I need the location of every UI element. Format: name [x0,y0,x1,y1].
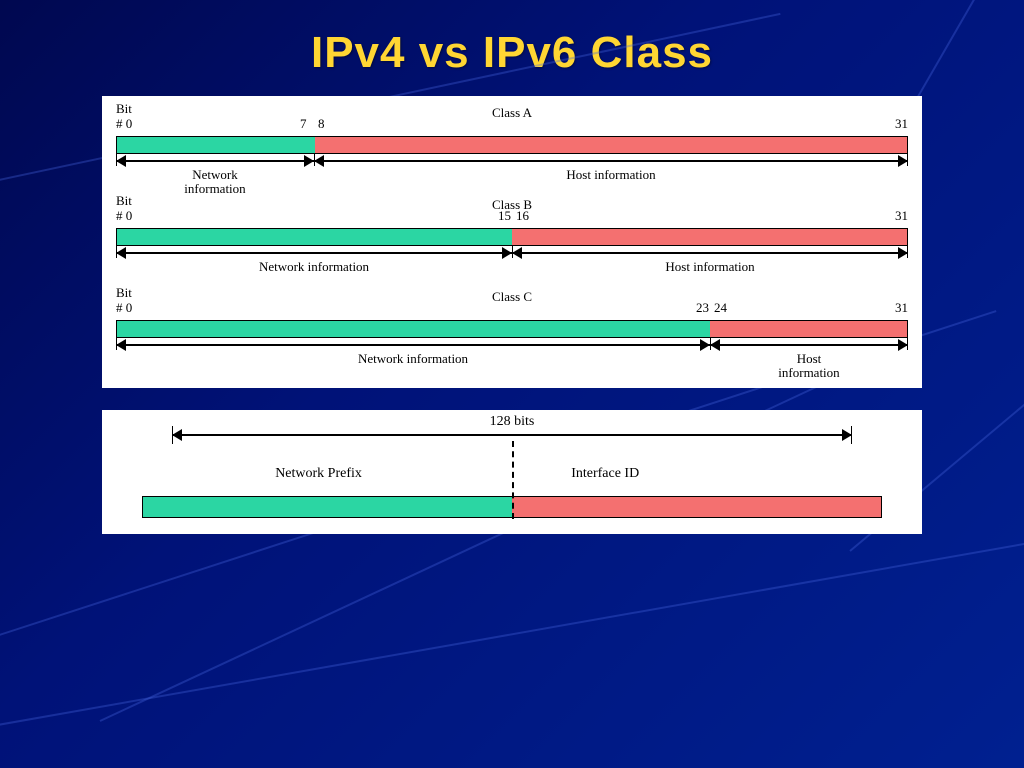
network-info-label: Network information [116,260,512,274]
class-name: Class B [492,198,532,212]
ipv6-total-bits-label: 128 bits [142,414,882,430]
ipv6-interface-id-label: Interface ID [571,466,639,482]
class-dimension-row: NetworkinformationHost information [116,154,908,194]
class-bar [116,320,908,338]
ipv6-panel: 128 bits Network Prefix Interface ID [102,410,922,534]
class-bit-labels: Bit# 01516Class B31 [116,194,908,228]
bit-split-right: 8 [318,117,325,131]
bit-split-right: 24 [714,301,727,315]
ipv6-bar [142,496,882,518]
host-dimension [710,344,908,346]
network-dimension [116,344,710,346]
network-dimension [116,160,314,162]
bit-end: 31 [895,209,908,223]
network-segment [117,137,315,153]
host-info-label: Host information [512,260,908,274]
bit-split-left: 7 [300,117,307,131]
network-dimension [116,252,512,254]
ipv6-host-segment [512,497,881,517]
class-bar [116,136,908,154]
host-segment [315,137,908,153]
ipv6-network-segment [143,497,512,517]
class-dimension-row: Network informationHost information [116,246,908,286]
class-dimension-row: Network informationHostinformation [116,338,908,378]
class-bar [116,228,908,246]
bit-start: # 0 [116,301,132,315]
network-segment [117,321,710,337]
bit-start: # 0 [116,209,132,223]
class-bit-labels: Bit# 0 23 24 Class C 31 [116,286,908,320]
host-dimension [512,252,908,254]
network-info-label: Network information [116,352,710,366]
bit-end: 31 [895,117,908,131]
host-segment [710,321,908,337]
network-segment [117,229,512,245]
class-bit-labels: Bit# 0 78 Class A 31 [116,102,908,136]
bit-start: # 0 [116,117,132,131]
class-name: Class C [492,290,532,304]
host-info-label: Hostinformation [710,352,908,381]
host-segment [512,229,907,245]
ipv6-network-prefix-label: Network Prefix [275,466,362,482]
bit-label: Bit [116,286,132,300]
host-dimension [314,160,908,162]
bit-label: Bit [116,102,132,116]
network-info-label: Networkinformation [116,168,314,197]
bit-label: Bit [116,194,132,208]
class-name: Class A [492,106,532,120]
host-info-label: Host information [314,168,908,182]
slide-title: IPv4 vs IPv6 Class [0,0,1024,78]
bit-split-left: 23 [696,301,709,315]
ipv4-panel: Bit# 078Class A31NetworkinformationHost … [102,96,922,388]
bit-end: 31 [895,301,908,315]
